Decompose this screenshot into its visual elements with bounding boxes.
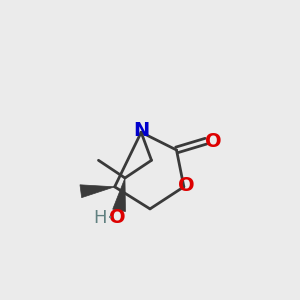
Polygon shape (80, 185, 115, 198)
Text: H: H (93, 209, 107, 227)
Text: N: N (133, 122, 149, 140)
Polygon shape (113, 178, 125, 211)
Text: O: O (109, 208, 126, 227)
Text: ·: · (106, 208, 113, 227)
Text: O: O (205, 132, 221, 151)
Text: O: O (178, 176, 194, 195)
